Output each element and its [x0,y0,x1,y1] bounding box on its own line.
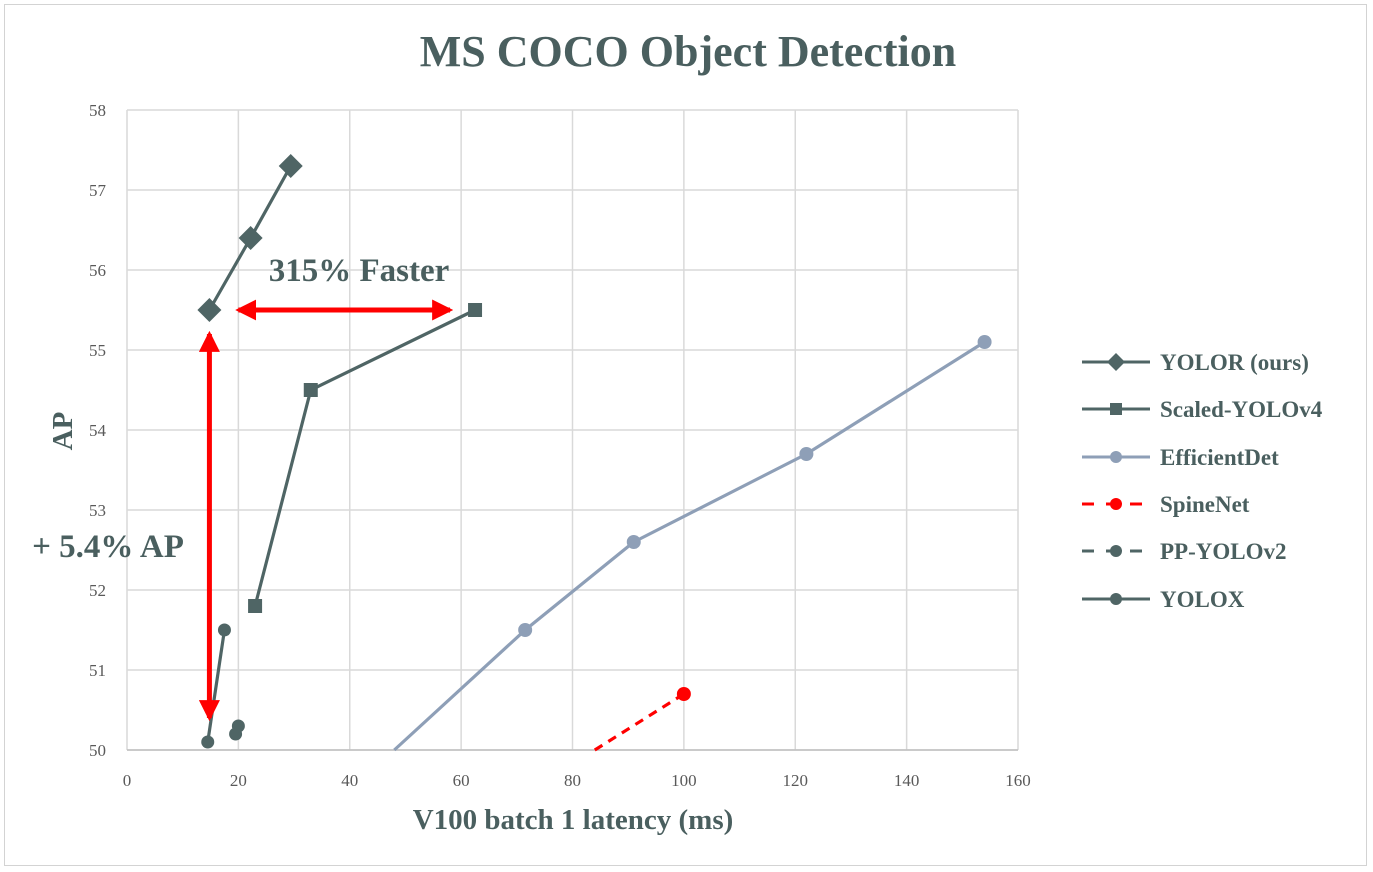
data-point [231,719,245,733]
data-point [201,735,215,749]
legend-item: YOLOX [1082,587,1245,612]
x-tick-label: 60 [453,771,470,790]
data-point [278,154,303,178]
data-point [217,623,231,637]
legend-label: SpineNet [1160,492,1250,517]
series-layer [197,154,992,752]
data-point [977,335,992,349]
annotation-label: 315% Faster [269,253,450,289]
x-tick-label: 120 [783,771,809,790]
y-tick-label: 50 [89,741,106,760]
data-point [238,226,263,250]
y-axis-ticks: 50 51 52 53 54 55 56 57 58 [89,101,107,760]
legend-item: Scaled-YOLOv4 [1082,397,1323,422]
data-point [799,447,814,461]
legend-item: EfficientDet [1082,445,1279,470]
series-line [593,692,685,752]
x-axis-ticks: 0 20 40 60 80 100 120 140 160 [123,771,1031,790]
series-yolox [201,623,231,749]
x-tick-label: 80 [564,771,581,790]
legend-label: Scaled-YOLOv4 [1160,397,1323,422]
x-tick-label: 0 [123,771,132,790]
legend-item: SpineNet [1082,492,1250,517]
x-tick-label: 140 [894,771,920,790]
legend-label: EfficientDet [1160,445,1279,470]
annotation-layer: 315% Faster + 5.4% AP [32,253,454,722]
data-point [197,298,222,322]
series-yolor-ours [197,154,303,322]
data-point [468,303,483,317]
series-spinenet [593,687,691,752]
legend-swatch-marker [1110,498,1122,510]
y-tick-label: 58 [89,101,106,120]
legend: YOLOR (ours) Scaled-YOLOv4 EfficientDet Spi… [1082,350,1323,612]
data-point [676,687,691,701]
series-pp-yolov2 [229,719,245,741]
y-tick-label: 51 [89,661,106,680]
x-tick-label: 20 [230,771,247,790]
annotation-label: + 5.4% AP [32,529,184,565]
legend-item: PP-YOLOv2 [1082,539,1287,564]
series-efficientdet [393,335,992,752]
legend-swatch-marker [1110,593,1122,605]
annotation-ap-gain: + 5.4% AP [32,330,220,722]
plot-area: 315% Faster + 5.4% AP [32,109,1019,752]
legend-swatch-marker [1110,545,1122,557]
data-point [248,599,263,613]
legend-swatch-marker [1110,403,1122,415]
legend-swatch-marker [1110,451,1122,463]
data-point [303,383,318,397]
y-tick-label: 53 [89,501,106,520]
legend-label: YOLOX [1160,587,1245,612]
data-point [626,535,641,549]
y-tick-label: 57 [89,181,107,200]
grid [126,109,1019,751]
x-tick-label: 160 [1005,771,1031,790]
series-scaled-yolov4 [248,303,483,613]
x-tick-label: 40 [341,771,358,790]
x-tick-label: 100 [671,771,697,790]
legend-swatch-marker [1107,353,1125,371]
y-axis-title: AP [47,412,79,451]
legend-label: PP-YOLOv2 [1160,539,1287,564]
y-tick-label: 52 [89,581,106,600]
legend-item: YOLOR (ours) [1082,350,1309,375]
annotation-faster: 315% Faster [235,253,454,321]
chart-title: MS COCO Object Detection [420,27,956,76]
legend-label: YOLOR (ours) [1160,350,1309,375]
series-line [253,308,476,607]
y-tick-label: 56 [89,261,106,280]
x-axis-title: V100 batch 1 latency (ms) [413,804,734,836]
y-tick-label: 54 [89,421,107,440]
data-point [518,623,533,637]
series-line [393,340,986,752]
y-tick-label: 55 [89,341,106,360]
chart-frame [4,4,1367,866]
